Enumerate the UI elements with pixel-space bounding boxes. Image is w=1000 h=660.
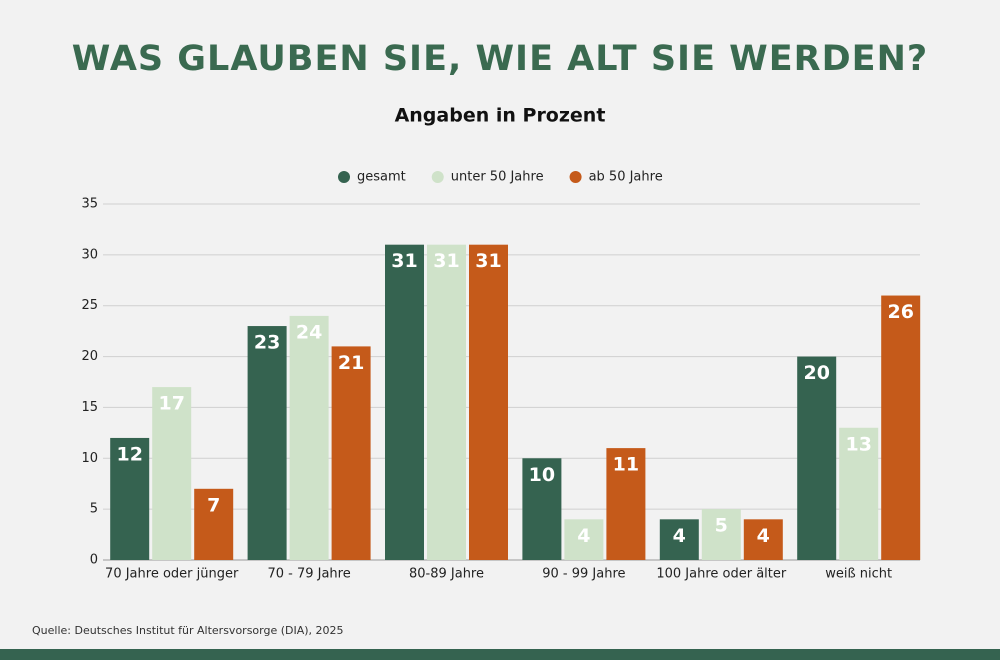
y-tick-label: 0 xyxy=(90,553,98,568)
bar xyxy=(881,295,921,560)
x-tick-label: 100 Jahre oder älter xyxy=(656,567,787,582)
value-label: 5 xyxy=(715,515,728,537)
value-label: 11 xyxy=(613,454,639,476)
legend-label: ab 50 Jahre xyxy=(589,170,663,185)
value-label: 12 xyxy=(116,443,142,465)
footer-bar xyxy=(0,649,1000,660)
legend-swatch xyxy=(569,171,582,183)
value-label: 4 xyxy=(673,525,686,547)
x-tick-label: 70 - 79 Jahre xyxy=(267,567,350,582)
value-label: 31 xyxy=(433,250,459,272)
value-label: 23 xyxy=(254,332,280,354)
chart-title: WAS GLAUBEN SIE, WIE ALT SIE WERDEN? xyxy=(72,39,928,79)
bar xyxy=(152,387,192,560)
value-label: 13 xyxy=(845,433,871,455)
bar xyxy=(289,315,329,560)
value-label: 7 xyxy=(207,494,220,516)
y-tick-label: 25 xyxy=(81,298,98,313)
y-tick-label: 30 xyxy=(81,247,98,262)
bar xyxy=(522,458,562,560)
value-label: 31 xyxy=(391,250,417,272)
legend-label: unter 50 Jahre xyxy=(451,170,544,185)
y-tick-label: 35 xyxy=(81,197,98,212)
value-label: 4 xyxy=(757,525,770,547)
legend-swatch xyxy=(338,171,350,183)
value-label: 21 xyxy=(338,352,364,374)
bar xyxy=(427,244,466,560)
bar xyxy=(564,519,604,560)
bar xyxy=(385,244,424,560)
bar xyxy=(606,448,646,560)
x-tick-label: weiß nicht xyxy=(825,567,892,582)
source: Quelle: Deutsches Institut für Altersvor… xyxy=(32,624,344,637)
bar xyxy=(331,346,371,560)
bar xyxy=(247,326,287,560)
bar xyxy=(110,437,150,560)
bar xyxy=(839,427,879,560)
y-tick-label: 5 xyxy=(90,502,98,517)
y-tick-label: 20 xyxy=(81,349,98,364)
value-label: 4 xyxy=(577,525,590,547)
x-tick-label: 90 - 99 Jahre xyxy=(542,567,625,582)
bar xyxy=(797,356,837,560)
y-tick-label: 10 xyxy=(81,451,98,466)
value-label: 17 xyxy=(158,393,184,415)
bar xyxy=(194,488,234,560)
bar xyxy=(469,244,508,560)
value-label: 20 xyxy=(803,362,829,384)
value-label: 24 xyxy=(296,321,322,343)
x-tick-label: 70 Jahre oder jünger xyxy=(105,567,239,582)
legend-swatch xyxy=(431,171,444,183)
chart-subtitle: Angaben in Prozent xyxy=(395,105,606,127)
legend-label: gesamt xyxy=(357,170,406,185)
value-label: 26 xyxy=(887,301,913,323)
value-label: 31 xyxy=(475,250,501,272)
value-label: 10 xyxy=(529,464,555,486)
bar xyxy=(743,519,783,560)
x-tick-label: 80-89 Jahre xyxy=(409,567,484,582)
bar xyxy=(659,519,699,560)
bar xyxy=(701,509,741,560)
y-tick-label: 15 xyxy=(81,400,98,415)
